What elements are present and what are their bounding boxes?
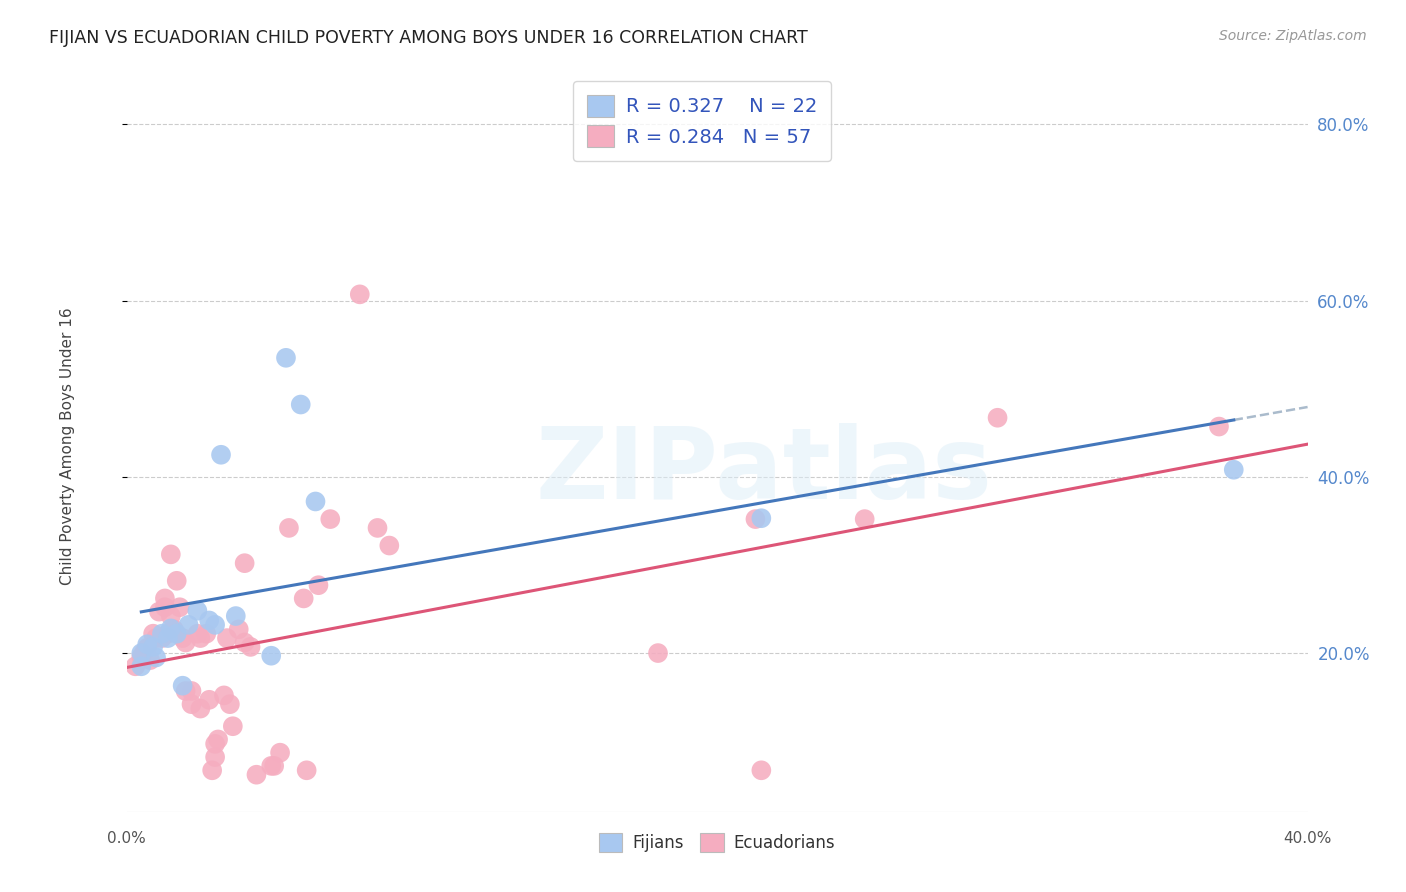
Point — [647, 646, 669, 660]
Point — [233, 556, 256, 570]
Point — [148, 605, 170, 619]
Point — [136, 637, 159, 651]
Point — [177, 618, 200, 632]
Point — [308, 578, 330, 592]
Point — [139, 653, 162, 667]
Point — [153, 591, 176, 606]
Point — [180, 697, 202, 711]
Point — [156, 626, 179, 640]
Point — [150, 626, 173, 640]
Point — [274, 351, 297, 365]
Point — [134, 645, 156, 659]
Point — [204, 750, 226, 764]
Text: 0.0%: 0.0% — [107, 831, 146, 847]
Point — [278, 521, 301, 535]
Point — [239, 640, 262, 654]
Point — [744, 512, 766, 526]
Point — [209, 448, 232, 462]
Point — [172, 679, 194, 693]
Point — [245, 767, 267, 781]
Text: Child Poverty Among Boys Under 16: Child Poverty Among Boys Under 16 — [60, 307, 75, 585]
Point — [186, 626, 208, 640]
Point — [319, 512, 342, 526]
Point — [225, 609, 247, 624]
Point — [304, 494, 326, 508]
Point — [166, 626, 188, 640]
Point — [201, 764, 224, 778]
Legend: Fijians, Ecuadorians: Fijians, Ecuadorians — [592, 826, 842, 859]
Point — [228, 622, 250, 636]
Point — [160, 621, 183, 635]
Point — [198, 614, 221, 628]
Point — [222, 719, 245, 733]
Point — [136, 640, 159, 655]
Point — [160, 609, 183, 624]
Point — [153, 600, 176, 615]
Point — [166, 574, 188, 588]
Point — [180, 684, 202, 698]
Point — [292, 591, 315, 606]
Point — [751, 764, 773, 778]
Point — [150, 631, 173, 645]
Point — [174, 684, 197, 698]
Point — [295, 764, 318, 778]
Point — [260, 648, 283, 663]
Point — [169, 600, 191, 615]
Point — [853, 512, 876, 526]
Point — [145, 650, 167, 665]
Point — [172, 631, 194, 645]
Text: Source: ZipAtlas.com: Source: ZipAtlas.com — [1219, 29, 1367, 43]
Point — [233, 635, 256, 649]
Point — [290, 398, 312, 412]
Point — [987, 410, 1010, 425]
Point — [156, 631, 179, 645]
Point — [263, 759, 285, 773]
Point — [751, 511, 773, 525]
Point — [124, 659, 146, 673]
Point — [129, 649, 153, 664]
Point — [269, 746, 291, 760]
Point — [215, 631, 238, 645]
Point — [212, 689, 235, 703]
Point — [174, 635, 197, 649]
Point — [367, 521, 389, 535]
Point — [142, 626, 165, 640]
Point — [163, 622, 186, 636]
Point — [129, 659, 153, 673]
Point — [188, 701, 212, 715]
Text: FIJIAN VS ECUADORIAN CHILD POVERTY AMONG BOYS UNDER 16 CORRELATION CHART: FIJIAN VS ECUADORIAN CHILD POVERTY AMONG… — [49, 29, 808, 46]
Point — [204, 737, 226, 751]
Point — [378, 539, 401, 553]
Point — [349, 287, 371, 301]
Point — [145, 631, 167, 645]
Text: ZIPatlas: ZIPatlas — [536, 423, 993, 520]
Point — [1223, 463, 1246, 477]
Point — [160, 547, 183, 561]
Text: 40.0%: 40.0% — [1284, 831, 1331, 847]
Point — [219, 697, 242, 711]
Point — [204, 618, 226, 632]
Point — [207, 732, 229, 747]
Point — [129, 646, 153, 660]
Point — [188, 631, 212, 645]
Point — [198, 693, 221, 707]
Point — [186, 604, 208, 618]
Point — [260, 759, 283, 773]
Point — [142, 640, 165, 654]
Point — [1208, 419, 1230, 434]
Point — [195, 626, 218, 640]
